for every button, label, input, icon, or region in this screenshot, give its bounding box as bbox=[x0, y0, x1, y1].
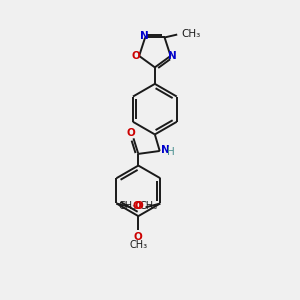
Text: N: N bbox=[161, 145, 170, 155]
Text: O: O bbox=[132, 51, 141, 61]
Text: CH₃: CH₃ bbox=[119, 201, 137, 212]
Text: O: O bbox=[134, 232, 143, 242]
Text: CH₃: CH₃ bbox=[181, 28, 200, 39]
Text: O: O bbox=[133, 201, 142, 212]
Text: O: O bbox=[126, 128, 135, 139]
Text: H: H bbox=[167, 147, 174, 157]
Text: N: N bbox=[168, 51, 177, 61]
Text: CH₃: CH₃ bbox=[140, 201, 158, 212]
Text: N: N bbox=[140, 32, 148, 41]
Text: O: O bbox=[135, 201, 144, 212]
Text: CH₃: CH₃ bbox=[129, 240, 147, 250]
